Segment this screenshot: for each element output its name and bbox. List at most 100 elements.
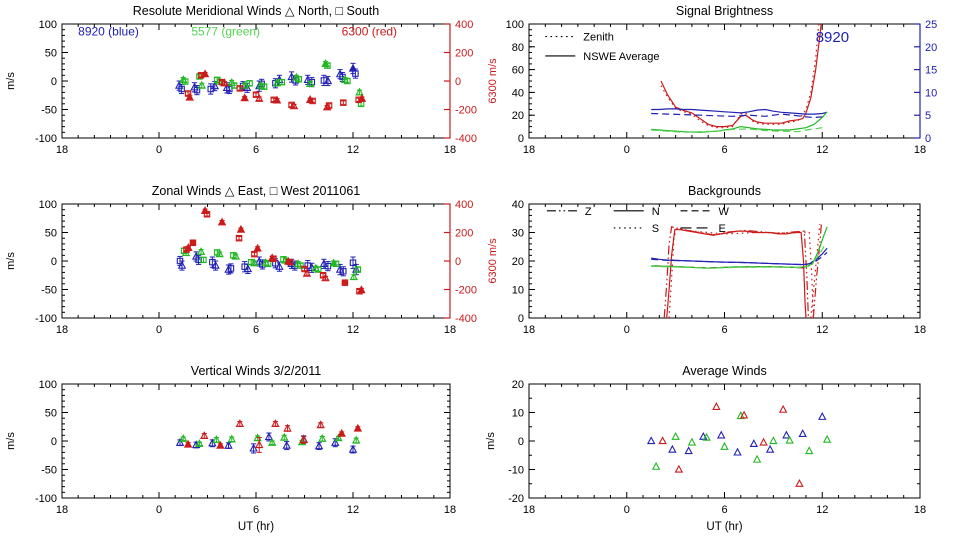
- x-tick-label: 12: [347, 144, 359, 156]
- data-line: [812, 223, 822, 318]
- triangle-marker: [289, 101, 299, 110]
- x-tick-label: 0: [624, 324, 630, 336]
- x-tick-label: 6: [253, 324, 259, 336]
- y-tick-label: 20: [512, 379, 524, 391]
- legend-label: NSWE Average: [583, 51, 659, 63]
- y-tick-label: 0: [51, 256, 57, 268]
- y-tick-label: -50: [41, 105, 57, 117]
- triangle-marker: [250, 258, 259, 267]
- series-area: [175, 419, 363, 454]
- x-tick-label: 18: [56, 144, 68, 156]
- series-zenith-5577-green_light: [651, 127, 823, 133]
- right-axis-tick-label: 0: [925, 133, 931, 145]
- right-axis-tick-label: -400: [455, 133, 477, 145]
- square-marker: [295, 76, 303, 83]
- x-tick-label: 18: [56, 324, 68, 336]
- y-axis-title: m/s: [485, 432, 497, 450]
- legend-label: Zenith: [583, 32, 614, 44]
- y-tick-label: 0: [518, 133, 524, 145]
- x-tick-label: 0: [624, 144, 630, 156]
- y-tick-label: 100: [39, 379, 57, 391]
- series-5577-green: [651, 411, 832, 470]
- panel-zonal-winds: Zonal Winds △ East, □ West 2011061 18 0 6 12…: [5, 184, 499, 336]
- triangle-marker: [287, 72, 296, 81]
- triangle-marker: [739, 410, 749, 419]
- square-marker: [178, 85, 185, 93]
- y-tick-label: -20: [508, 493, 524, 505]
- square-marker: [332, 260, 340, 268]
- plot-frame: [528, 383, 921, 499]
- legend-label: N: [652, 206, 660, 218]
- triangle-marker: [702, 432, 711, 441]
- x-tick-label: 0: [156, 504, 162, 516]
- square-marker: [286, 258, 294, 266]
- panel-title: Resolute Meridional Winds △ North, □ Sou…: [133, 4, 379, 18]
- triangle-marker: [769, 436, 778, 445]
- y-tick-label: -100: [35, 493, 57, 505]
- y-tick-label: 0: [51, 436, 57, 448]
- right-axis-tick-label: 400: [455, 199, 473, 211]
- triangle-marker: [191, 440, 201, 449]
- legend-label: W: [719, 206, 730, 218]
- panel-title: Signal Brightness: [676, 4, 773, 18]
- triangle-marker: [200, 431, 209, 440]
- x-tick-label: 18: [914, 324, 926, 336]
- triangle-marker: [282, 440, 291, 449]
- right-axis-tick-label: 0: [455, 256, 461, 268]
- triangle-marker: [671, 431, 680, 440]
- panel-title: Vertical Winds 3/2/2011: [191, 364, 321, 378]
- series-8920-blue: [175, 432, 358, 454]
- triangle-marker: [357, 285, 366, 294]
- triangle-marker: [217, 217, 227, 226]
- y-tick-label: 20: [512, 110, 524, 122]
- triangle-marker: [331, 437, 340, 446]
- x-tick-label: 0: [624, 504, 630, 516]
- triangle-marker: [305, 79, 315, 87]
- triangle-marker: [175, 437, 185, 446]
- x-tick-label: 12: [347, 504, 359, 516]
- y-tick-label: -100: [35, 313, 57, 325]
- series-6300-red: [184, 69, 367, 111]
- y-axis-title: m/s: [5, 432, 17, 450]
- triangle-marker: [321, 273, 330, 282]
- x-tick-label: 0: [156, 324, 162, 336]
- square-marker: [325, 102, 333, 109]
- series-8920-blue: [646, 412, 827, 456]
- triangle-marker: [184, 243, 193, 252]
- triangle-marker: [805, 446, 814, 455]
- data-line: [663, 226, 809, 318]
- x-tick-label: 18: [444, 324, 456, 336]
- square-marker: [227, 265, 235, 272]
- triangle-marker: [720, 441, 729, 450]
- square-marker: [340, 268, 347, 275]
- right-axis-tick-label: -400: [455, 313, 477, 325]
- triangle-marker: [255, 93, 264, 102]
- square-marker: [314, 266, 322, 273]
- triangle-marker: [243, 264, 253, 273]
- triangle-marker: [334, 433, 343, 442]
- triangle-marker: [646, 436, 656, 445]
- series-6300-red: [183, 419, 363, 453]
- y-tick-label: 60: [512, 65, 524, 77]
- y-tick-label: 100: [39, 199, 57, 211]
- right-axis-tick-label: -200: [455, 285, 477, 297]
- series-5577-green: [179, 59, 365, 108]
- series-5577-green: [179, 432, 361, 447]
- x-tick-label: 18: [523, 144, 535, 156]
- data-line: [651, 108, 828, 115]
- triangle-marker: [357, 93, 367, 102]
- right-axis-tick-label: 5: [925, 110, 931, 122]
- y-tick-label: -100: [35, 133, 57, 145]
- triangle-marker: [264, 432, 274, 441]
- triangle-marker: [224, 264, 233, 273]
- triangle-marker: [349, 272, 359, 281]
- triangle-marker: [196, 247, 206, 256]
- x-tick-label: 18: [444, 144, 456, 156]
- series-8920-blue: [174, 62, 359, 96]
- square-marker: [236, 85, 244, 92]
- square-marker: [341, 279, 349, 286]
- series-bg-6300-rise-red: [812, 223, 822, 318]
- data-line: [651, 251, 828, 265]
- right-axis-tick-label: -200: [455, 105, 477, 117]
- right-axis-title: 6300 m/s: [487, 238, 499, 284]
